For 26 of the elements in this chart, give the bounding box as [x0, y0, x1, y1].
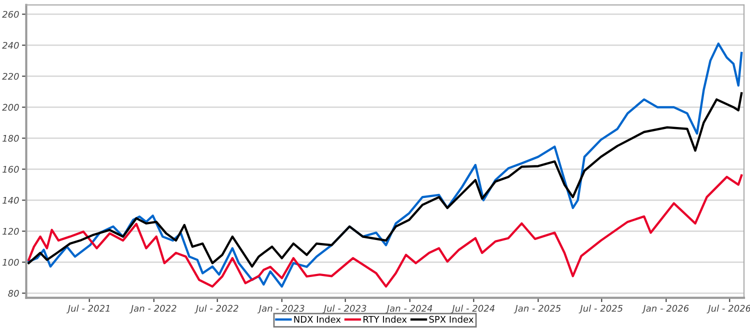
x-tick-label: Jan - 2025	[514, 304, 561, 314]
y-tick-label: 180	[2, 134, 19, 142]
line-series	[28, 42, 743, 288]
x-tick-label: Jan - 2022	[129, 304, 176, 314]
legend-label: NDX Index	[294, 316, 341, 323]
x-tick-label: Jul - 2025	[578, 304, 623, 314]
legend-label: RTY Index	[364, 316, 407, 323]
y-tick-label: 160	[2, 166, 19, 173]
y-tick-label: 120	[2, 228, 19, 235]
y-tick-label: 200	[2, 104, 19, 111]
legend-label: SPX Index	[429, 316, 474, 323]
y-tick-label: 100	[2, 258, 19, 266]
x-tick-label: Jul - 2022	[194, 304, 238, 314]
x-tick-label: Jan - 2024	[385, 304, 432, 314]
y-tick-label: 220	[2, 72, 19, 80]
line-series	[28, 174, 743, 288]
x-tick-label: Jul - 2024	[450, 304, 494, 314]
x-tick-label: Jul - 2021	[66, 304, 110, 314]
y-tick-label: 80	[8, 290, 19, 297]
y-tick-label: 140	[2, 196, 19, 204]
x-tick-label: Jan - 2026	[642, 304, 689, 314]
y-tick-label: 240	[2, 42, 19, 49]
x-tick-label: Jul - 2023	[322, 304, 366, 314]
x-tick-label: Jan - 2023	[257, 304, 304, 314]
line-series	[28, 92, 743, 268]
y-tick-label: 260	[2, 10, 19, 18]
